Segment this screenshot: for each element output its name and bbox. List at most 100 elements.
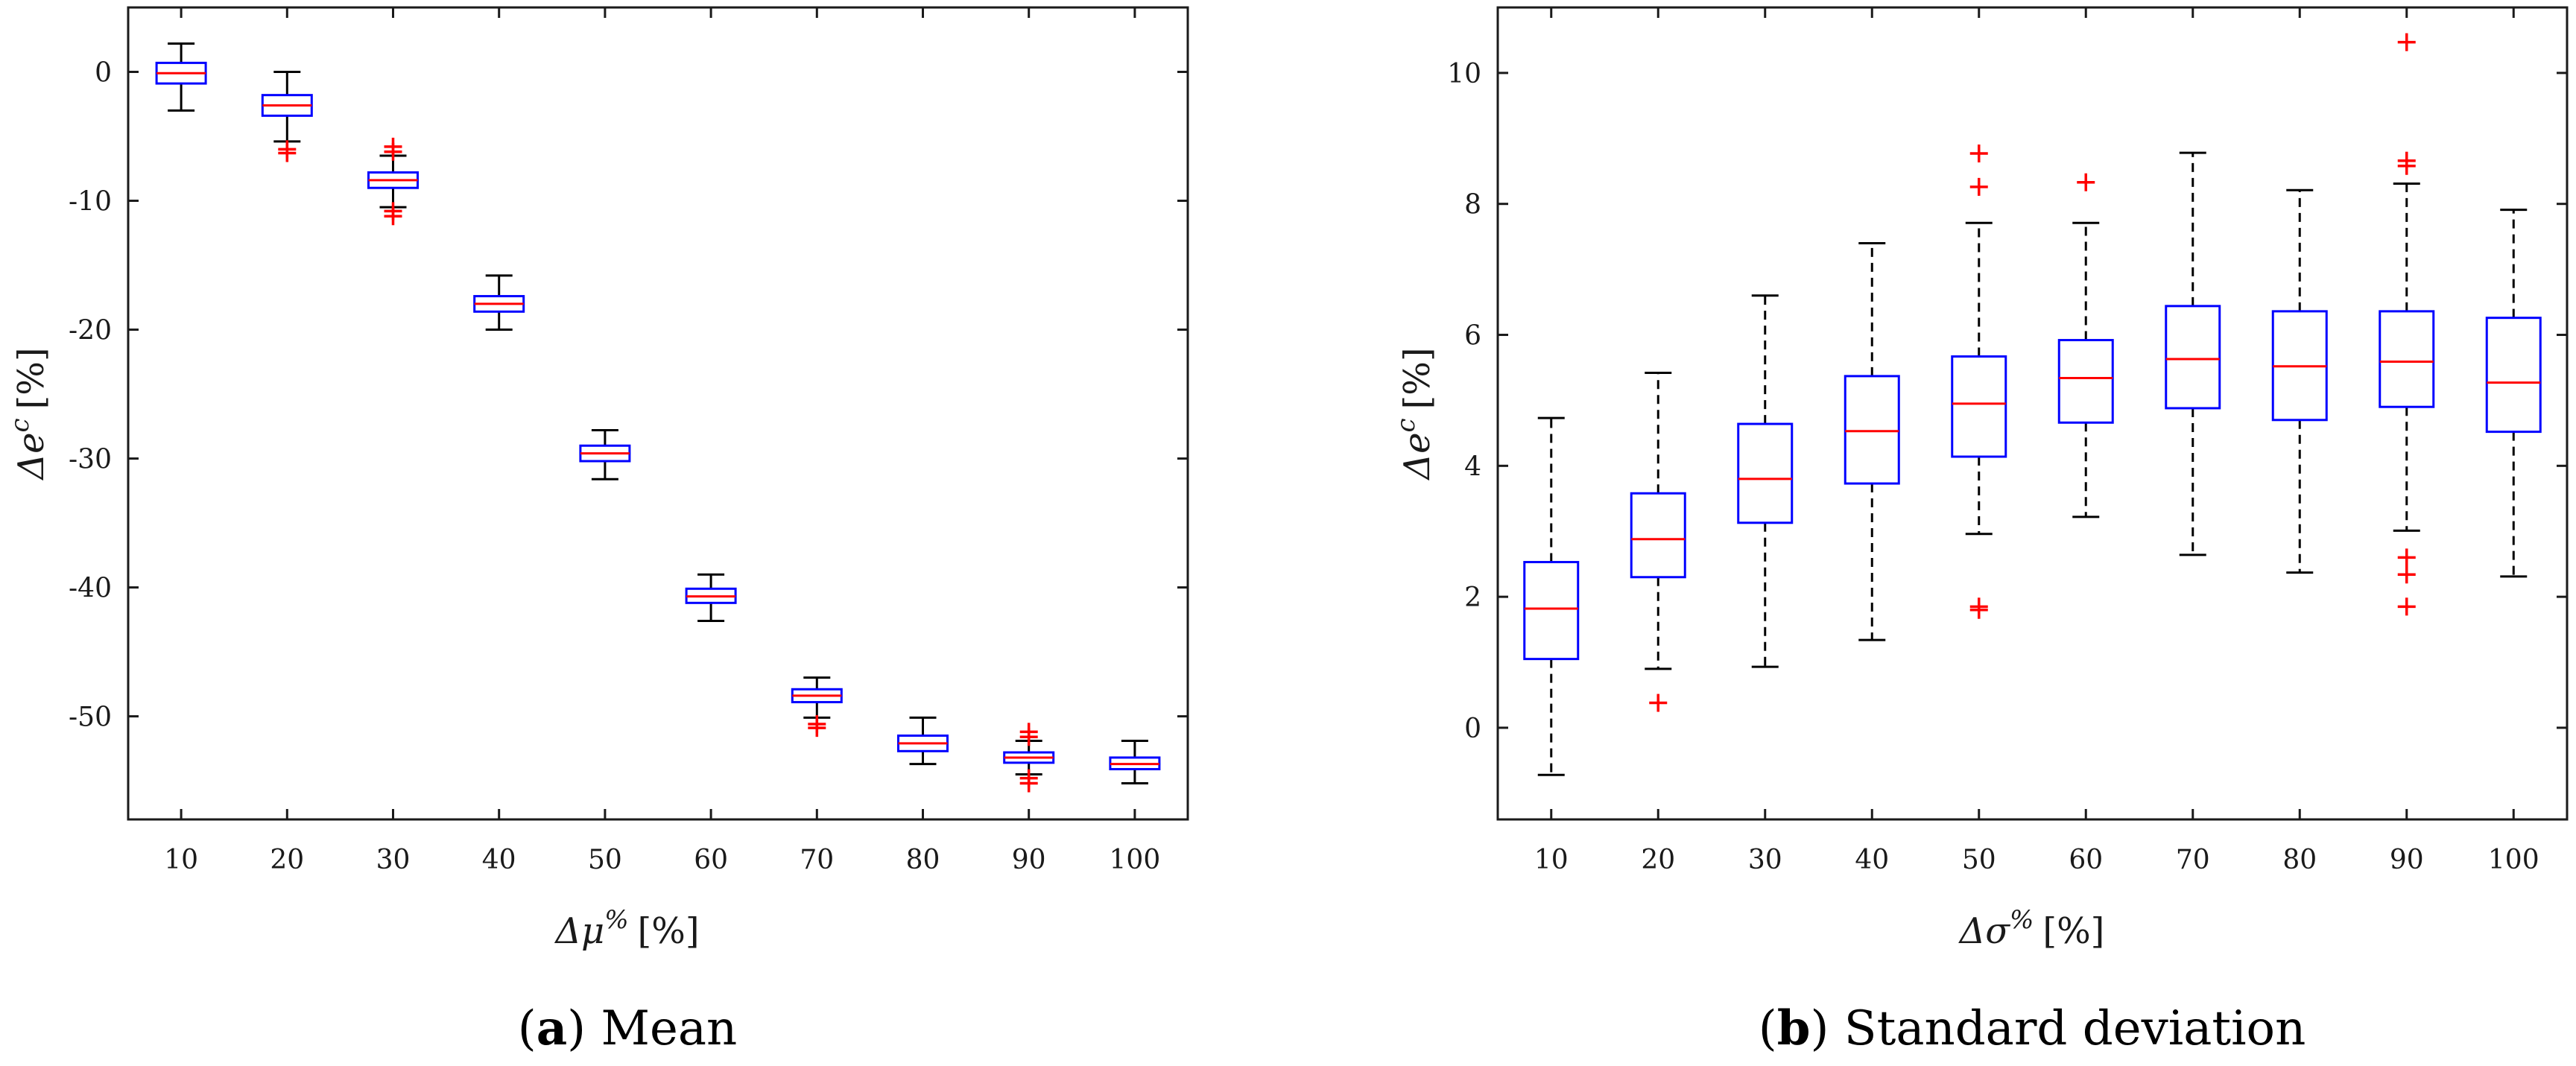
outlier-marker <box>1649 694 1668 712</box>
panel-b-ylabel-sup: c <box>1391 418 1421 432</box>
panel-a-box-60 <box>685 573 737 623</box>
panel-b-yticks: 0 2 4 6 8 10 <box>1447 59 2567 744</box>
outlier-marker <box>1969 597 1988 616</box>
panel-b-xlabel-base: Δσ <box>1958 910 2011 952</box>
panel-a-mean: 0 -10 -20 -30 -40 -50 10 20 30 40 50 60 70 80 90 100 Δ… <box>5 6 1189 1056</box>
panel-a-caption-text: Mean <box>601 1001 737 1056</box>
panel-b-xlabel-unit: [%] <box>2042 910 2104 952</box>
panel-a-box-40 <box>473 274 525 331</box>
outlier-marker <box>2397 33 2416 51</box>
panel-a-y-axis-label: Δec [%] <box>5 347 52 480</box>
panel-a-box-70 <box>791 676 843 737</box>
panel-a-box-100 <box>1109 739 1161 785</box>
panel-b-xtick-label: 20 <box>1641 845 1675 875</box>
panel-a-xtick-label: 90 <box>1012 845 1046 875</box>
panel-b-plot-frame <box>1496 6 2569 821</box>
panel-b-caption: (b) Standard deviation <box>1759 1000 2306 1056</box>
panel-b-xtick-label: 40 <box>1855 845 1889 875</box>
panel-b-box-20 <box>1630 372 1686 712</box>
panel-a-ylabel-unit: [%] <box>10 347 52 409</box>
panel-b-box-70 <box>2165 151 2221 556</box>
iqr-box <box>1523 561 1580 661</box>
panel-b-ytick-label: 4 <box>1464 451 1481 482</box>
panel-a-xlabel-unit: [%] <box>638 910 700 952</box>
panel-b-xtick-label: 90 <box>2390 845 2424 875</box>
panel-b-ytick-label: 0 <box>1464 714 1481 744</box>
panel-a-box-80 <box>897 716 949 766</box>
panel-a-caption: (a) Mean <box>518 1000 738 1056</box>
outlier-marker <box>1019 728 1038 746</box>
panel-b-box-80 <box>2271 188 2328 574</box>
panel-b-standard-deviation: 0 2 4 6 8 10 10 20 30 40 50 60 70 80 90 100 Δσ% [%] Δec… <box>1391 6 2569 1056</box>
panel-b-ytick-label: 8 <box>1464 190 1481 221</box>
panel-a-box-20 <box>261 71 313 162</box>
iqr-box <box>1737 422 1794 524</box>
outlier-marker <box>2397 597 2416 616</box>
panel-b-xticks: 10 20 30 40 50 60 70 80 90 100 <box>1534 7 2539 875</box>
panel-a-xtick-label: 70 <box>800 845 834 875</box>
panel-a-xtick-label: 60 <box>694 845 728 875</box>
panel-a-xlabel-sup: % <box>604 905 628 935</box>
panel-a-caption-tag: a <box>537 1000 567 1056</box>
outlier-marker <box>2397 548 2416 567</box>
iqr-box <box>1844 375 1900 485</box>
panel-a-xtick-label: 100 <box>1110 845 1161 875</box>
panel-b-ytick-label: 6 <box>1464 321 1481 352</box>
panel-b-caption-tag: b <box>1777 1000 1811 1056</box>
panel-b-box-40 <box>1844 241 1900 641</box>
panel-a-box-30 <box>367 137 419 226</box>
panel-a-xtick-label: 10 <box>164 845 198 875</box>
iqr-box <box>1630 492 1686 579</box>
outlier-marker <box>278 144 297 162</box>
panel-a-marks <box>155 42 1161 793</box>
outlier-marker <box>2397 151 2416 170</box>
panel-a-xtick-label: 20 <box>270 845 304 875</box>
panel-a-ytick-label: -40 <box>69 574 112 604</box>
panel-b-ylabel-unit: [%] <box>1396 347 1438 409</box>
panel-a-ytick-label: -10 <box>69 187 112 218</box>
panel-b-xtick-label: 30 <box>1748 845 1782 875</box>
panel-a-xtick-label: 50 <box>588 845 622 875</box>
panel-b-ylabel-base: Δe <box>1396 433 1438 481</box>
panel-b-xtick-label: 10 <box>1534 845 1569 875</box>
iqr-box <box>2485 317 2542 434</box>
outlier-marker <box>808 719 826 737</box>
panel-a-box-10 <box>155 42 207 112</box>
panel-a-xtick-label: 30 <box>376 845 411 875</box>
panel-a-xtick-label: 40 <box>482 845 516 875</box>
panel-b-xtick-label: 60 <box>2069 845 2103 875</box>
outlier-marker <box>2077 173 2095 191</box>
panel-a-ylabel-base: Δe <box>10 433 52 481</box>
iqr-box <box>2379 310 2435 408</box>
outlier-marker <box>1969 177 1988 196</box>
panel-b-xtick-label: 70 <box>2176 845 2210 875</box>
panel-b-marks <box>1523 33 2542 776</box>
panel-a-box-90 <box>1003 723 1055 793</box>
panel-a-ytick-label: -20 <box>69 316 112 346</box>
panel-a-ytick-label: 0 <box>95 58 112 89</box>
panel-b-xlabel-sup: % <box>2010 905 2034 935</box>
panel-a-box-50 <box>579 428 631 480</box>
iqr-box <box>1951 355 2007 458</box>
outlier-marker <box>384 142 402 161</box>
panel-b-ytick-label: 2 <box>1464 583 1481 613</box>
panel-b-y-axis-label: Δec [%] <box>1391 347 1438 480</box>
outlier-marker <box>2397 565 2416 584</box>
iqr-box <box>2165 305 2221 410</box>
panel-a-xticks: 10 20 30 40 50 60 70 80 90 100 <box>164 7 1160 875</box>
panel-a-ytick-label: -50 <box>69 702 112 733</box>
panel-a-x-axis-label: Δμ% [%] <box>554 905 699 952</box>
panel-a-xlabel-base: Δμ <box>554 910 604 952</box>
panel-b-box-100 <box>2485 209 2542 578</box>
panel-b-box-60 <box>2057 173 2114 518</box>
panel-a-ytick-label: -30 <box>69 445 112 475</box>
panel-b-box-50 <box>1951 145 2007 619</box>
panel-b-xtick-label: 50 <box>1962 845 1996 875</box>
panel-a-plot-frame <box>127 6 1189 821</box>
panel-b-box-90 <box>2379 33 2435 616</box>
outlier-marker <box>1969 145 1988 163</box>
panel-b-x-axis-label: Δσ% [%] <box>1958 905 2105 952</box>
panel-a-ylabel-sup: c <box>5 418 35 432</box>
outlier-marker <box>1019 774 1038 793</box>
